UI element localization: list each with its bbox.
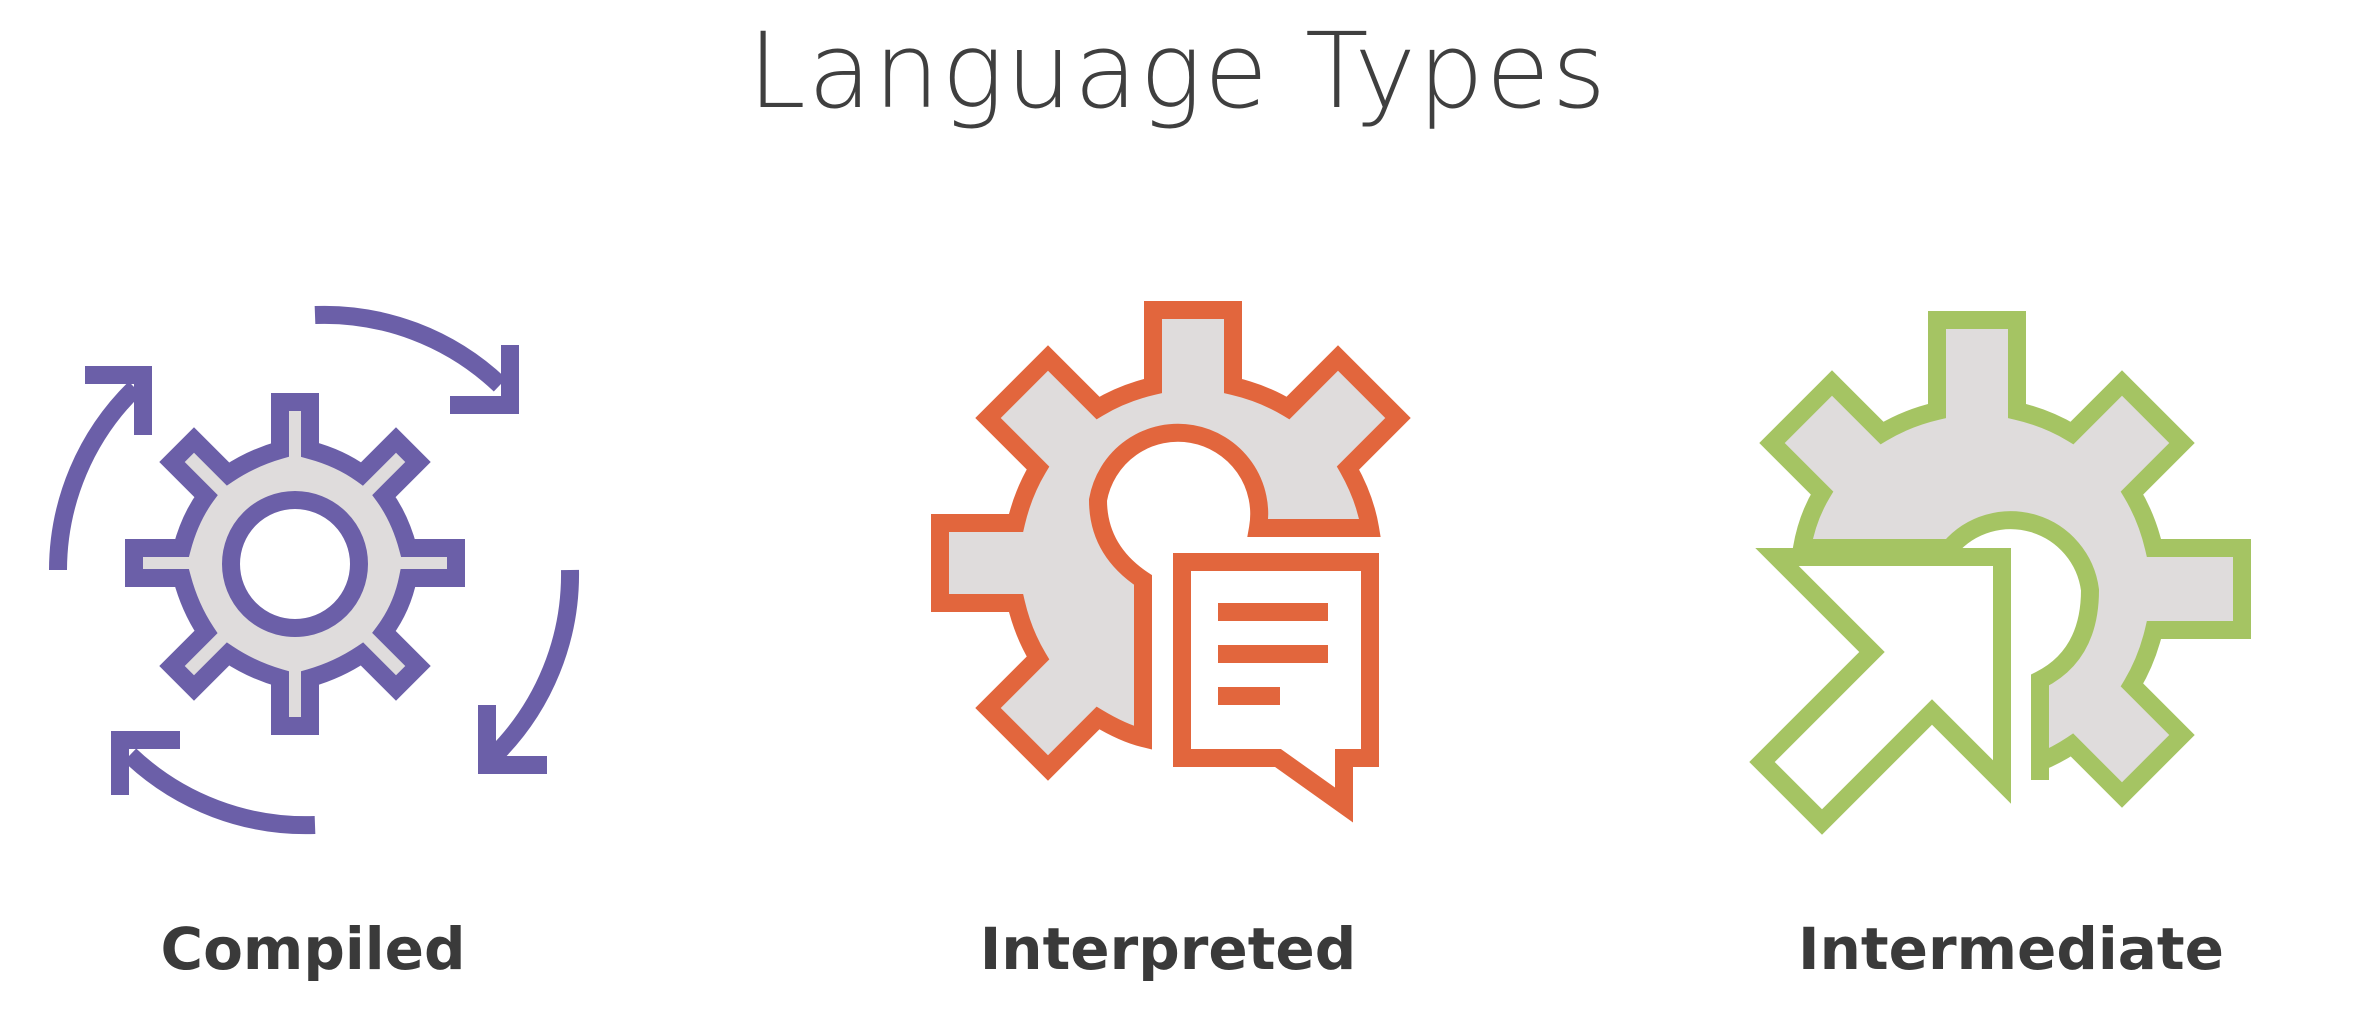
speech-document [1173,553,1379,823]
label-intermediate: Intermediate [1798,915,2224,983]
gear-body [1759,311,2251,808]
gear-cycle-icon [49,305,580,835]
gear-arrow-icon [1749,311,2251,835]
page-title: Language Types [747,10,1609,132]
label-compiled: Compiled [160,915,466,983]
gear-document-icon [931,301,1411,823]
gear-body [931,301,1411,781]
arrow-in [1749,548,2011,835]
label-interpreted: Interpreted [979,915,1357,983]
